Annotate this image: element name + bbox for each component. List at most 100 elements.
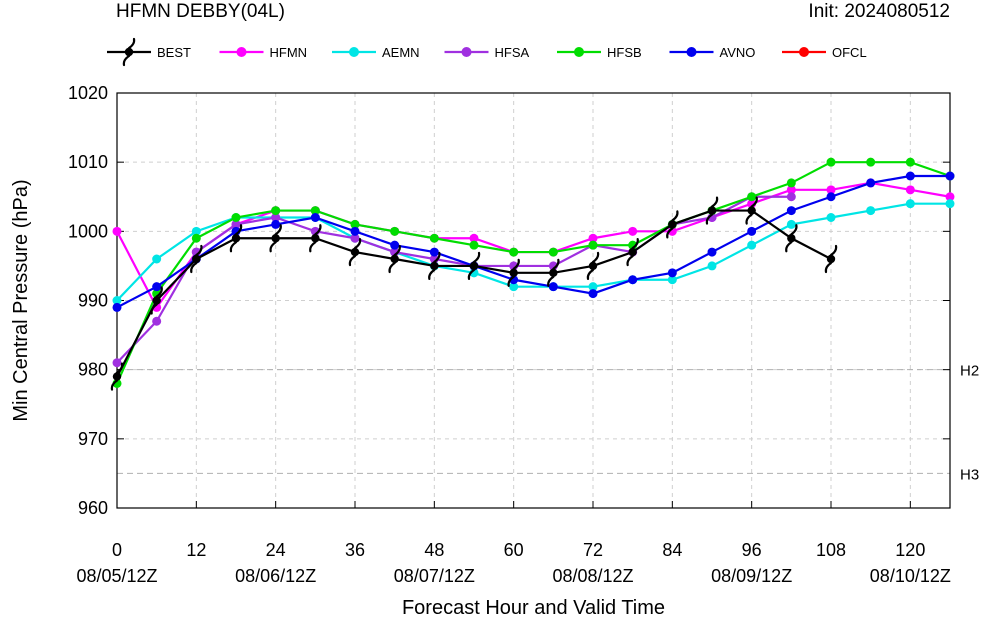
hurricane-eye [311,234,320,243]
hurricane-eye [390,254,399,264]
hurricane-arm [745,213,753,225]
hurricane-arm [155,286,163,298]
hurricane-arm [348,254,357,267]
data-point [469,233,479,243]
x-tick-label: 96 [742,540,762,560]
hurricane-arm [586,268,595,281]
data-point [628,275,638,285]
hurricane-arm [710,196,719,208]
series-line [116,174,950,309]
y-tick-label: 960 [78,498,108,518]
hurricane-arm [705,213,714,225]
legend-item-ofcl: OFCL [782,45,867,60]
chart-title: HFMN DEBBY(04L) [116,1,285,22]
data-point [469,240,479,250]
x-axis-title: Forecast Hour and Valid Time [402,597,665,618]
hurricane-arm [428,268,436,281]
hurricane-arm [785,241,793,253]
hurricane-arm [824,261,833,274]
x-tick-label: 108 [816,540,846,560]
series-lines [110,157,955,391]
data-point [905,171,915,181]
data-point [826,185,836,195]
data-point [747,226,757,236]
hurricane-arm [671,210,679,222]
legend-label: OFCL [832,45,867,60]
x-tick-label: 60 [504,540,524,560]
data-point [826,157,836,167]
series-line [116,202,950,302]
data-point [588,240,598,250]
hurricane-eye [747,206,756,215]
legend-marker [574,47,584,57]
data-point [390,226,400,236]
legend-item-avno: AVNO [669,45,755,60]
data-point [786,185,796,195]
hurricane-eye [707,206,717,215]
data-point [945,192,955,202]
x-tick-label: 24 [266,540,286,560]
hurricane-eye [124,47,134,57]
hurricane-arm [507,275,515,287]
data-point [824,244,838,274]
data-point [786,219,796,229]
data-point [388,244,401,274]
data-point [548,247,558,257]
data-point [310,213,320,222]
data-point [786,178,796,188]
data-point [271,206,281,216]
hurricane-eye [588,261,598,271]
data-point [588,289,598,299]
data-point [429,233,439,243]
hurricane-arm [353,237,362,250]
hurricane-eye [152,296,161,305]
hurricane-arm [750,196,758,208]
data-point [271,219,281,229]
data-point [271,213,281,222]
hurricane-arm [666,227,674,239]
date-tick-label: 08/07/12Z [394,566,475,586]
data-point [747,192,757,202]
hurricane-arm [829,244,838,257]
data-point [905,199,915,209]
data-point [707,261,717,271]
hurricane-arm [388,261,396,274]
hurricane-arm [626,254,634,267]
hurricane-arm [229,241,238,253]
date-tick-label: 08/06/12Z [235,566,316,586]
hurricane-arm [467,268,476,281]
data-point [350,219,360,229]
hurricane-arm [195,244,203,257]
data-point [310,206,320,216]
data-point [905,185,915,195]
y-tick-label: 980 [78,360,108,380]
hurricane-eye [271,234,280,243]
data-point [348,237,362,267]
legend-marker [236,47,247,57]
data-point [112,358,122,368]
data-point [229,224,243,253]
hurricane-arm [190,261,198,274]
data-point [112,226,122,236]
data-point [152,282,162,292]
legend-label: HFSA [495,45,530,60]
x-tick-label: 0 [112,540,122,560]
hurricane-eye [430,261,439,271]
series-line [115,161,951,384]
data-point [588,282,598,292]
series-line [116,195,792,364]
hurricane-arm [115,362,124,374]
data-point [945,199,955,209]
data-point [626,237,639,267]
hurricane-arm [472,251,481,264]
data-point [509,282,519,292]
hurricane-arm [512,258,520,270]
series-avno [112,171,955,312]
y-tick-label: 1010 [68,152,108,172]
hurricane-arm [274,224,282,236]
hurricane-eye [509,268,518,278]
hurricane-eye [350,247,360,257]
data-point [152,316,162,326]
series-line [116,181,951,310]
data-point [667,268,677,278]
